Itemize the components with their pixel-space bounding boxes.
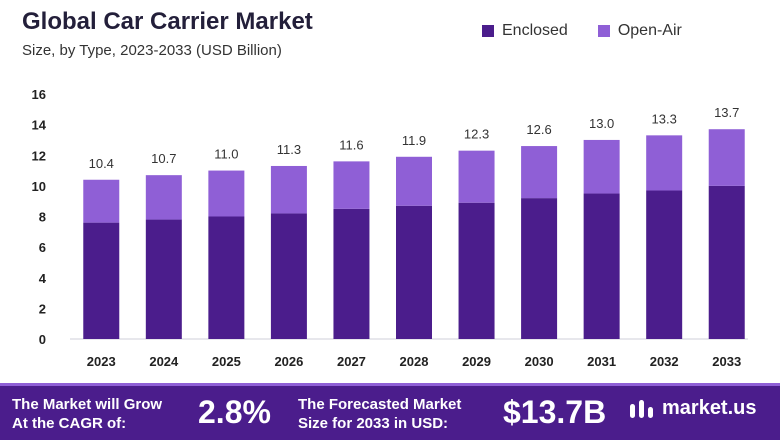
x-tick-label-2031: 2031	[587, 354, 616, 369]
forecast-caption: The Forecasted Market Size for 2033 in U…	[298, 395, 461, 433]
y-tick-label: 12	[32, 148, 46, 163]
bar-enclosed-2032	[646, 190, 683, 339]
data-label-total-2033: 13.7	[714, 105, 739, 120]
data-label-total-2030: 12.6	[526, 122, 551, 137]
forecast-caption-line1: The Forecasted Market	[298, 396, 462, 413]
footer-accent-line	[0, 383, 780, 386]
x-tick-label-2029: 2029	[462, 354, 491, 369]
bar-enclosed-2023	[83, 222, 120, 339]
forecast-caption-line2: Size for 2033 in USD:	[298, 415, 449, 432]
y-tick-label: 6	[39, 240, 46, 255]
y-tick-label: 0	[39, 332, 46, 347]
data-label-total-2023: 10.4	[89, 156, 114, 171]
bar-open-air-2027	[333, 161, 370, 209]
legend-label-enclosed: Enclosed	[502, 22, 568, 39]
data-label-total-2031: 13.0	[589, 116, 614, 131]
bar-open-air-2026	[270, 165, 307, 214]
x-tick-label-2030: 2030	[525, 354, 554, 369]
y-tick-label: 4	[39, 271, 47, 286]
y-tick-label: 8	[39, 210, 46, 225]
chart-legend: Enclosed Open-Air	[482, 22, 682, 40]
bar-enclosed-2026	[270, 213, 307, 339]
bar-enclosed-2033	[708, 185, 745, 339]
bar-enclosed-2030	[521, 198, 558, 339]
data-label-total-2032: 13.3	[652, 111, 677, 126]
footer-banner: The Market will Grow At the CAGR of: 2.8…	[0, 383, 780, 440]
x-tick-label-2025: 2025	[212, 354, 241, 369]
data-label-total-2027: 11.6	[339, 137, 363, 152]
legend-swatch-enclosed	[482, 25, 494, 37]
bar-enclosed-2024	[145, 219, 182, 339]
x-tick-label-2033: 2033	[712, 354, 741, 369]
cagr-caption: The Market will Grow At the CAGR of:	[12, 395, 162, 433]
brand-mark-icon	[630, 399, 653, 418]
data-label-total-2029: 12.3	[464, 127, 489, 142]
data-label-total-2028: 11.9	[402, 133, 426, 148]
y-tick-label: 14	[32, 118, 47, 133]
data-label-total-2025: 11.0	[214, 147, 238, 162]
legend-item-enclosed: Enclosed	[482, 22, 568, 40]
legend-label-open-air: Open-Air	[617, 22, 682, 39]
cagr-value: 2.8%	[198, 394, 271, 430]
bar-enclosed-2029	[458, 202, 495, 339]
data-label-total-2026: 11.3	[277, 142, 301, 157]
x-tick-label-2032: 2032	[650, 354, 679, 369]
bar-open-air-2025	[208, 170, 245, 217]
cagr-caption-line1: The Market will Grow	[12, 396, 163, 413]
bar-open-air-2028	[396, 156, 432, 206]
bar-chart: 0 2 4 6 8 10 12 14 16 10.4 2023 10.7 2024 11.0 2025 11.…	[32, 87, 748, 369]
legend-swatch-open-air	[597, 25, 610, 37]
forecast-value: $13.7B	[503, 394, 607, 430]
bar-enclosed-2025	[208, 216, 245, 339]
legend-item-open-air: Open-Air	[597, 22, 682, 40]
bar-open-air-2031	[583, 139, 620, 194]
bar-enclosed-2031	[583, 193, 620, 339]
x-tick-label-2024: 2024	[149, 354, 179, 369]
bar-enclosed-2027	[333, 208, 370, 339]
bar-open-air-2024	[145, 175, 182, 220]
brand-name: market.us	[662, 397, 757, 419]
y-tick-label: 16	[32, 87, 46, 102]
bar-open-air-2032	[646, 135, 683, 191]
bar-enclosed-2028	[396, 205, 432, 339]
x-tick-label-2023: 2023	[87, 354, 116, 369]
bar-open-air-2029	[458, 150, 495, 203]
y-tick-label: 10	[32, 179, 46, 194]
x-tick-label-2027: 2027	[337, 354, 366, 369]
cagr-caption-line2: At the CAGR of:	[12, 415, 127, 432]
chart-title: Global Car Carrier Market	[22, 8, 313, 35]
brand-logo: market.us	[628, 397, 757, 420]
x-tick-label-2026: 2026	[274, 354, 303, 369]
y-tick-label: 2	[39, 301, 46, 316]
bar-open-air-2030	[521, 146, 558, 199]
bar-open-air-2033	[708, 129, 745, 186]
x-tick-label-2028: 2028	[400, 354, 429, 369]
chart-subtitle: Size, by Type, 2023-2033 (USD Billion)	[22, 42, 282, 59]
data-label-total-2024: 10.7	[151, 151, 176, 166]
bar-open-air-2023	[83, 179, 120, 223]
